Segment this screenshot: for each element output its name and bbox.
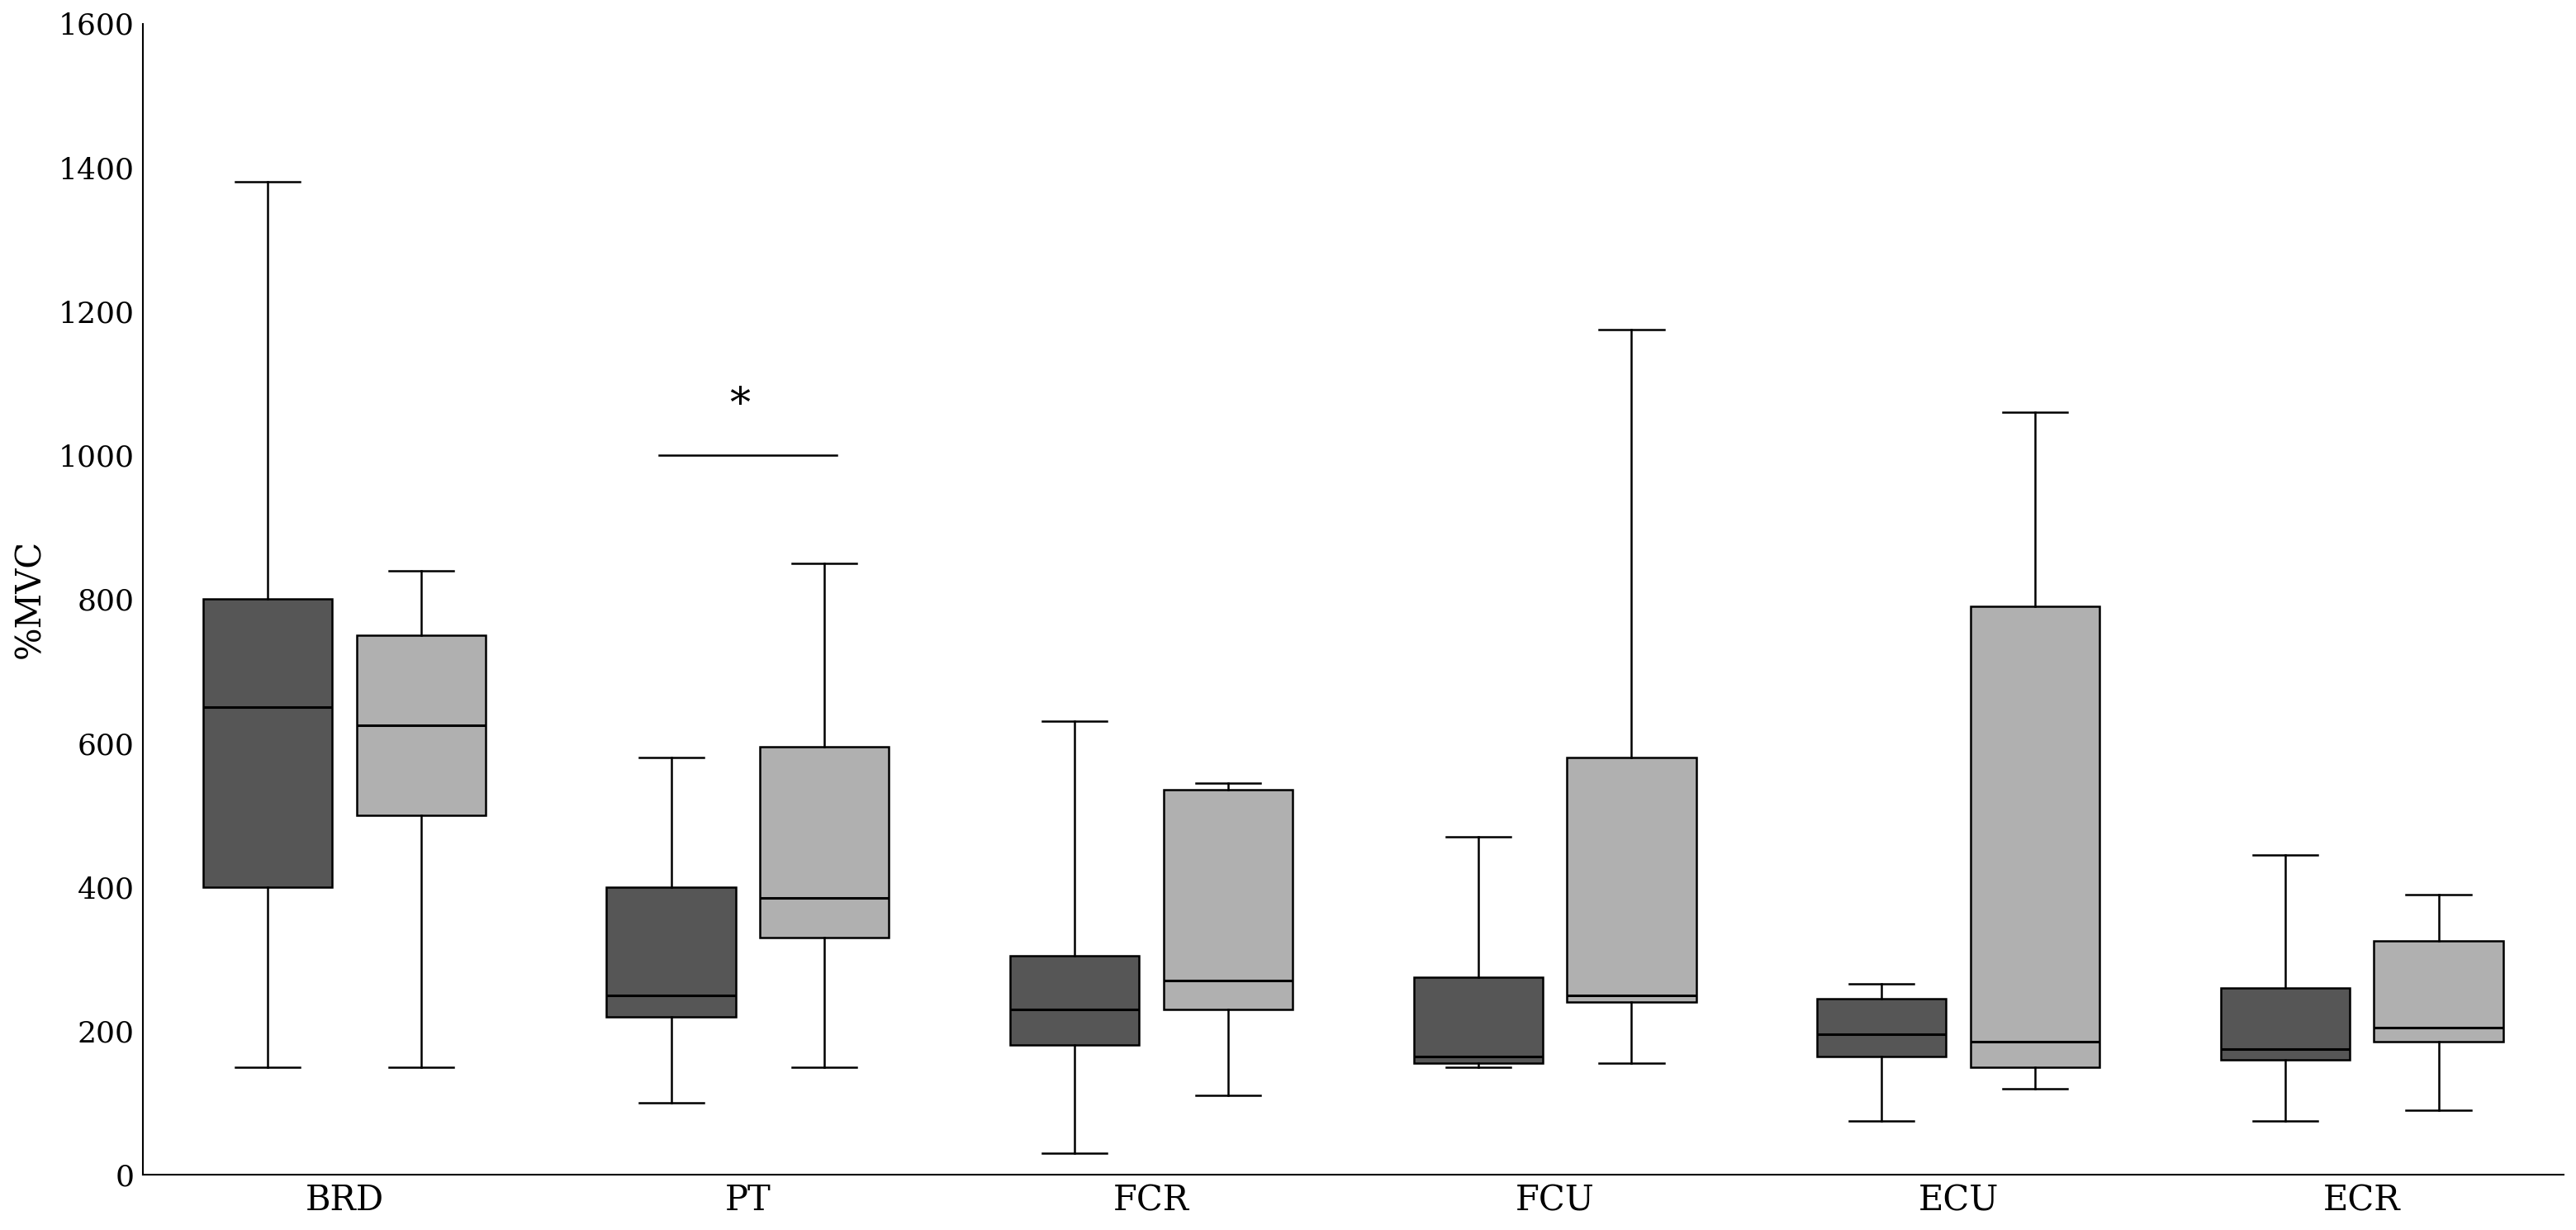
PathPatch shape (2375, 941, 2504, 1042)
PathPatch shape (1010, 956, 1139, 1046)
PathPatch shape (605, 887, 737, 1016)
PathPatch shape (355, 635, 484, 815)
PathPatch shape (1414, 977, 1543, 1064)
PathPatch shape (760, 747, 889, 937)
Y-axis label: %MVC: %MVC (13, 540, 46, 659)
PathPatch shape (1164, 790, 1293, 1010)
PathPatch shape (1816, 999, 1947, 1057)
PathPatch shape (204, 599, 332, 887)
PathPatch shape (1566, 758, 1695, 1002)
PathPatch shape (2221, 988, 2349, 1060)
Text: *: * (729, 386, 750, 427)
PathPatch shape (1971, 606, 2099, 1066)
